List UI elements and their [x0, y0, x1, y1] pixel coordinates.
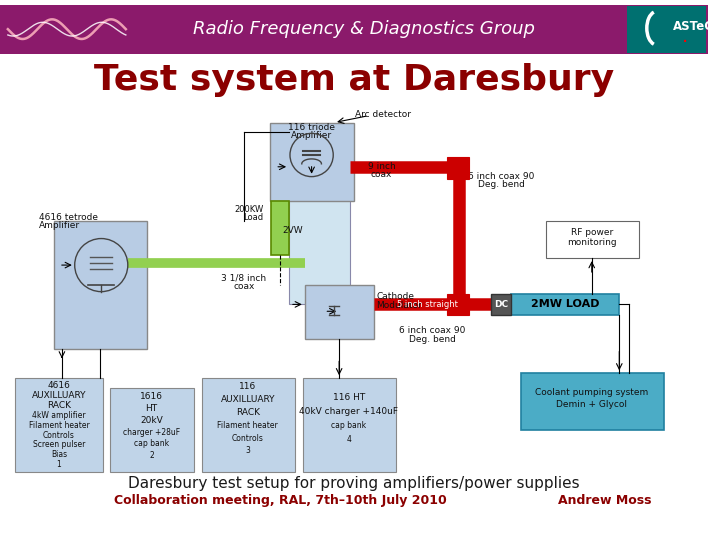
Bar — [492, 294, 511, 315]
Text: cap bank: cap bank — [134, 440, 169, 449]
Text: AUXILLUARY: AUXILLUARY — [220, 395, 275, 404]
Text: Controls: Controls — [43, 430, 75, 440]
Text: Collaboration meeting, RAL, 7th–10th July 2010: Collaboration meeting, RAL, 7th–10th Jul… — [114, 494, 446, 507]
Text: 4616 tetrode: 4616 tetrode — [40, 213, 99, 222]
Text: Screen pulser: Screen pulser — [33, 441, 85, 449]
Text: Filament heater: Filament heater — [29, 421, 89, 430]
Text: 200KW: 200KW — [234, 205, 264, 213]
Text: ASTeC: ASTeC — [673, 20, 714, 33]
Text: DC: DC — [494, 300, 508, 309]
Text: 40kV charger +140uF: 40kV charger +140uF — [300, 407, 398, 416]
Bar — [511, 294, 619, 315]
Text: 2: 2 — [149, 451, 154, 460]
Text: RACK: RACK — [235, 408, 260, 417]
Bar — [289, 132, 350, 305]
Bar — [546, 221, 639, 258]
Text: 3 1/8 inch: 3 1/8 inch — [221, 273, 266, 282]
Text: 1616: 1616 — [140, 392, 163, 401]
Text: Load: Load — [243, 213, 264, 222]
Text: RACK: RACK — [47, 401, 71, 410]
Text: 4kW amplifier: 4kW amplifier — [32, 411, 86, 420]
Bar — [14, 378, 103, 471]
Bar — [271, 201, 289, 255]
Text: 5 inch straight: 5 inch straight — [397, 300, 458, 309]
Text: Test system at Daresbury: Test system at Daresbury — [94, 63, 614, 97]
Text: Modulator: Modulator — [377, 301, 422, 310]
Text: coax: coax — [233, 282, 254, 291]
Bar — [110, 388, 194, 471]
Text: cap bank: cap bank — [331, 421, 366, 430]
Bar — [270, 123, 354, 201]
Bar — [447, 157, 469, 179]
Text: Deg. bend: Deg. bend — [409, 335, 456, 345]
Text: Radio Frequency & Diagnostics Group: Radio Frequency & Diagnostics Group — [193, 20, 535, 38]
Text: Coolant pumping system: Coolant pumping system — [535, 388, 649, 397]
Bar — [627, 5, 706, 53]
Text: 1: 1 — [57, 460, 61, 469]
Text: 116 triode: 116 triode — [288, 123, 335, 132]
Text: Cathode: Cathode — [377, 292, 415, 301]
Text: 3: 3 — [246, 447, 250, 455]
Bar — [202, 378, 295, 471]
Text: 9 inch: 9 inch — [367, 163, 395, 171]
Text: monitoring: monitoring — [567, 238, 616, 247]
Text: Daresbury test setup for proving amplifiers/power supplies: Daresbury test setup for proving amplifi… — [128, 476, 580, 491]
Text: Andrew Moss: Andrew Moss — [558, 494, 652, 507]
Text: 4616: 4616 — [48, 381, 71, 390]
Bar — [305, 285, 374, 339]
Bar — [521, 373, 664, 430]
Text: Deg. bend: Deg. bend — [478, 180, 525, 189]
Text: charger +28uF: charger +28uF — [123, 428, 180, 437]
Text: Bias: Bias — [51, 450, 67, 460]
Text: Amplifier: Amplifier — [40, 221, 81, 230]
Text: RF power: RF power — [571, 228, 613, 237]
Text: Controls: Controls — [232, 434, 264, 443]
Bar — [447, 294, 469, 315]
Text: Amplifier: Amplifier — [291, 131, 332, 140]
Bar — [0, 5, 708, 54]
Text: Demin + Glycol: Demin + Glycol — [557, 400, 627, 409]
Text: HT: HT — [145, 404, 158, 413]
Text: 2MW LOAD: 2MW LOAD — [531, 299, 600, 309]
Text: Filament heater: Filament heater — [217, 421, 278, 430]
Bar — [54, 221, 148, 349]
Text: 6 inch coax 90: 6 inch coax 90 — [468, 172, 534, 181]
Text: 2VW: 2VW — [283, 226, 303, 235]
Text: 4: 4 — [346, 435, 351, 443]
Text: .: . — [682, 26, 688, 45]
Text: 20kV: 20kV — [140, 416, 163, 425]
Text: 6 inch coax 90: 6 inch coax 90 — [400, 327, 466, 335]
Bar — [302, 378, 396, 471]
Text: 116: 116 — [239, 382, 256, 392]
Text: Arc detector: Arc detector — [356, 110, 411, 119]
Text: coax: coax — [371, 170, 392, 179]
Text: 116 HT: 116 HT — [333, 393, 365, 402]
Text: AUXILLUARY: AUXILLUARY — [32, 392, 86, 400]
